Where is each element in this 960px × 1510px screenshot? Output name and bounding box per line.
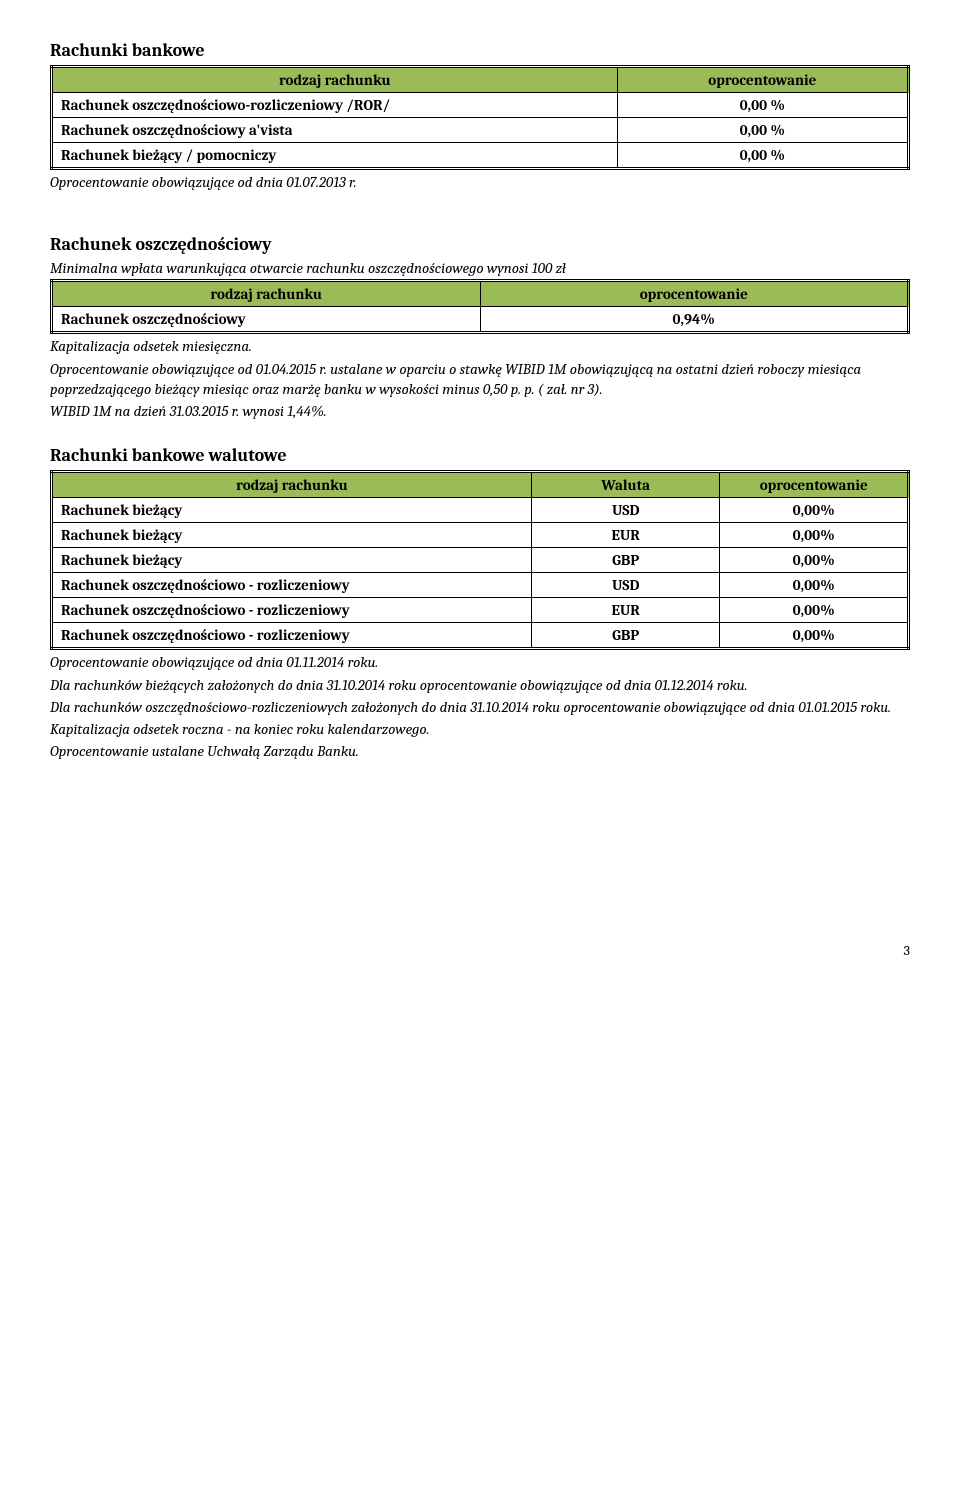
section3-note5: Oprocentowanie ustalane Uchwałą Zarządu … (50, 741, 910, 761)
table-row: Rachunek oszczędnościowy 0,94% (52, 307, 909, 333)
section3-note1: Oprocentowanie obowiązujące od dnia 01.1… (50, 652, 910, 672)
section3-table: rodzaj rachunku Waluta oprocentowanie Ra… (50, 470, 910, 650)
cell-label: Rachunek bieżący (52, 498, 532, 523)
cell-currency: GBP (531, 623, 720, 649)
section2-title: Rachunek oszczędnościowy (50, 234, 910, 255)
table-header-row: rodzaj rachunku oprocentowanie (52, 67, 909, 93)
cell-value: 0,94% (480, 307, 909, 333)
cell-currency: GBP (531, 548, 720, 573)
section2-note3: WIBID 1M na dzień 31.03.2015 r. wynosi 1… (50, 401, 910, 421)
col-rodzaj: rodzaj rachunku (52, 281, 481, 307)
cell-label: Rachunek bieżący (52, 548, 532, 573)
cell-label: Rachunek oszczędnościowo-rozliczeniowy /… (52, 93, 618, 118)
cell-value: 0,00% (720, 623, 909, 649)
table-row: Rachunek bieżący EUR 0,00% (52, 523, 909, 548)
cell-currency: EUR (531, 598, 720, 623)
cell-label: Rachunek oszczędnościowy a'vista (52, 118, 618, 143)
cell-currency: EUR (531, 523, 720, 548)
section3-title: Rachunki bankowe walutowe (50, 445, 910, 466)
col-oprocentowanie: oprocentowanie (720, 472, 909, 498)
page-number: 3 (50, 942, 910, 959)
table-header-row: rodzaj rachunku oprocentowanie (52, 281, 909, 307)
table-row: Rachunek oszczędnościowy a'vista 0,00 % (52, 118, 909, 143)
cell-label: Rachunek bieżący (52, 523, 532, 548)
section3-note2: Dla rachunków bieżących założonych do dn… (50, 675, 910, 695)
section1-title: Rachunki bankowe (50, 40, 910, 61)
col-oprocentowanie: oprocentowanie (480, 281, 909, 307)
col-rodzaj: rodzaj rachunku (52, 67, 618, 93)
table-row: Rachunek oszczędnościowo - rozliczeniowy… (52, 598, 909, 623)
table-row: Rachunek oszczędnościowo-rozliczeniowy /… (52, 93, 909, 118)
table-row: Rachunek oszczędnościowo - rozliczeniowy… (52, 623, 909, 649)
cell-currency: USD (531, 573, 720, 598)
cell-value: 0,00 % (617, 93, 908, 118)
section2-table: rodzaj rachunku oprocentowanie Rachunek … (50, 279, 910, 334)
cell-value: 0,00 % (617, 118, 908, 143)
col-waluta: Waluta (531, 472, 720, 498)
cell-value: 0,00% (720, 598, 909, 623)
section3-note4: Kapitalizacja odsetek roczna - na koniec… (50, 719, 910, 739)
cell-currency: USD (531, 498, 720, 523)
table-row: Rachunek bieżący GBP 0,00% (52, 548, 909, 573)
section3-note3: Dla rachunków oszczędnościowo-rozliczeni… (50, 697, 910, 717)
section1-note: Oprocentowanie obowiązujące od dnia 01.0… (50, 172, 910, 192)
cell-label: Rachunek bieżący / pomocniczy (52, 143, 618, 169)
cell-value: 0,00% (720, 548, 909, 573)
col-rodzaj: rodzaj rachunku (52, 472, 532, 498)
table-row: Rachunek oszczędnościowo - rozliczeniowy… (52, 573, 909, 598)
cell-label: Rachunek oszczędnościowo - rozliczeniowy (52, 573, 532, 598)
cell-label: Rachunek oszczędnościowy (52, 307, 481, 333)
section2-note1: Kapitalizacja odsetek miesięczna. (50, 336, 910, 356)
table-row: Rachunek bieżący / pomocniczy 0,00 % (52, 143, 909, 169)
col-oprocentowanie: oprocentowanie (617, 67, 908, 93)
section1-table: rodzaj rachunku oprocentowanie Rachunek … (50, 65, 910, 170)
cell-value: 0,00% (720, 523, 909, 548)
section2-note2: Oprocentowanie obowiązujące od 01.04.201… (50, 359, 910, 400)
table-row: Rachunek bieżący USD 0,00% (52, 498, 909, 523)
cell-value: 0,00% (720, 498, 909, 523)
section2-subtitle: Minimalna wpłata warunkująca otwarcie ra… (50, 259, 910, 277)
cell-label: Rachunek oszczędnościowo - rozliczeniowy (52, 623, 532, 649)
cell-value: 0,00 % (617, 143, 908, 169)
table-header-row: rodzaj rachunku Waluta oprocentowanie (52, 472, 909, 498)
cell-value: 0,00% (720, 573, 909, 598)
cell-label: Rachunek oszczędnościowo - rozliczeniowy (52, 598, 532, 623)
